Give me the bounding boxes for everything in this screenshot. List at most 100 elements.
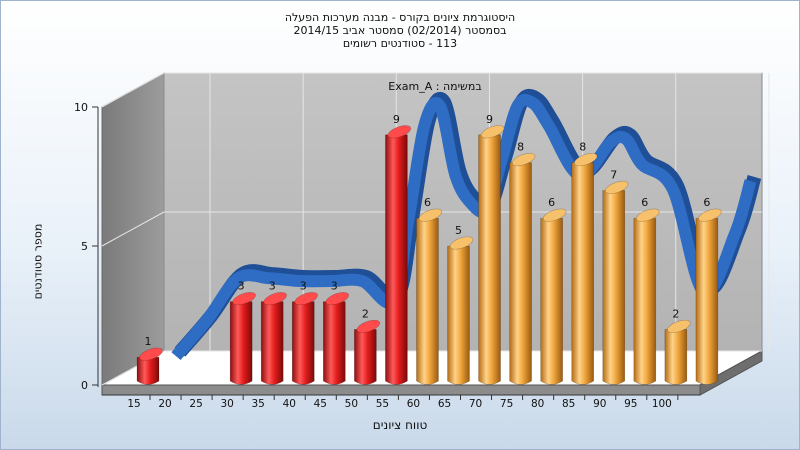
bar-body (602, 190, 626, 385)
bar-cap (356, 319, 381, 333)
gridline-left-wall (101, 211, 165, 247)
x-tick-label: 80 (531, 398, 544, 410)
bar-body (571, 162, 594, 385)
bar-value-label: 8 (517, 141, 524, 154)
bar: 8 (571, 141, 598, 385)
x-tick-label: 85 (562, 398, 575, 410)
y-tick-label: 0 (81, 379, 88, 392)
x-tick-label: 25 (189, 398, 202, 410)
bar: 1 (136, 335, 163, 385)
bar-cap (667, 319, 691, 333)
bar-body (136, 356, 160, 385)
x-tick-label: 60 (407, 398, 420, 410)
x-tick-label: 15 (127, 398, 140, 410)
bar-cap (511, 153, 536, 167)
bar-cap (263, 292, 287, 306)
bar-cap (294, 292, 318, 306)
bar: 5 (447, 224, 474, 385)
bar-value-label: 6 (703, 196, 710, 209)
bars-group: 1 3 3 3 3 2 9 6 5 9 8 6 8 7 6 2 6 (136, 113, 722, 385)
bar-value-label: 9 (486, 113, 493, 126)
bar-value-label: 5 (455, 224, 462, 237)
bar-cap (605, 180, 629, 194)
x-tick-label: 40 (283, 398, 296, 410)
bar-body (323, 301, 346, 385)
bar: 2 (664, 307, 691, 385)
bar-body (260, 301, 284, 385)
bar-value-label: 3 (238, 280, 245, 293)
x-tick-label: 35 (252, 398, 265, 410)
bar-value-label: 6 (424, 196, 431, 209)
bar: 7 (602, 168, 629, 385)
bar-value-label: 9 (393, 113, 400, 126)
bar-value-label: 1 (145, 335, 152, 348)
x-tick-label: 30 (220, 398, 233, 410)
bar-value-label: 2 (362, 307, 369, 320)
bar-cap (480, 125, 505, 139)
bar-body (509, 162, 532, 385)
bar-cap (573, 153, 598, 167)
x-tick-label: 90 (593, 398, 606, 410)
bar: 3 (291, 280, 318, 385)
chart-title-line-3: 113 - סטודנטים רשומים (342, 37, 458, 50)
bar-body (291, 301, 315, 385)
bar-cap (325, 292, 350, 306)
bar-body (354, 329, 377, 385)
y-tick-label: 10 (74, 101, 88, 114)
bar-cap (542, 208, 567, 222)
bar-value-label: 6 (548, 196, 555, 209)
bar-body (664, 329, 688, 385)
bar: 3 (323, 280, 350, 385)
bar: 9 (385, 113, 412, 385)
bar: 6 (540, 196, 567, 385)
y-tick-label: 5 (81, 240, 88, 253)
bar: 3 (229, 280, 256, 385)
bar-body (416, 217, 439, 385)
bar-body (478, 134, 501, 385)
bar: 9 (478, 113, 505, 385)
bar-cap (698, 208, 722, 222)
bar-cap (636, 208, 660, 222)
bar-value-label: 3 (331, 280, 338, 293)
bar-cap (418, 208, 443, 222)
x-tick-label: 20 (158, 398, 171, 410)
bar: 6 (695, 196, 722, 385)
x-tick-label: 100 (652, 398, 672, 410)
bar-value-label: 2 (672, 307, 679, 320)
bar-body (447, 245, 470, 385)
floor-side-edge (699, 350, 763, 396)
bar-body (695, 217, 719, 385)
x-tick-label: 95 (624, 398, 637, 410)
x-tick-label: 75 (500, 398, 513, 410)
bar: 3 (260, 280, 287, 385)
bar-value-label: 6 (641, 196, 648, 209)
x-tick-label: 70 (469, 398, 482, 410)
bar-body (540, 217, 563, 385)
bar: 6 (416, 196, 443, 385)
x-tick-label: 55 (376, 398, 389, 410)
bar-value-label: 3 (269, 280, 276, 293)
chart-title-line-2: בסמסטר (02/2014) סמסטר אביב 2014/15 (293, 24, 507, 37)
bar-cap (449, 236, 474, 250)
x-tick-label: 65 (438, 398, 451, 410)
bar-body (229, 301, 253, 385)
bar: 2 (354, 307, 381, 385)
bar-value-label: 8 (579, 141, 586, 154)
bar-body (385, 134, 408, 385)
bar-cap (232, 292, 256, 306)
floor-front-edge (101, 384, 701, 396)
chart-title-line-1: היסטוגרמת ציונים בקורס - מבנה מערכות הפע… (284, 11, 516, 24)
bar-cap (139, 347, 163, 361)
y-axis-title: מספר סטודנטים (31, 223, 45, 300)
gridline-left-wall (101, 72, 165, 108)
bar: 8 (509, 141, 536, 385)
x-axis-title: טווח ציונים (372, 418, 428, 432)
bar-value-label: 7 (610, 168, 617, 181)
x-tick-label: 45 (314, 398, 327, 410)
bar-body (633, 217, 657, 385)
bar: 6 (633, 196, 660, 385)
x-tick-label: 50 (345, 398, 358, 410)
bar-cap (387, 125, 412, 139)
